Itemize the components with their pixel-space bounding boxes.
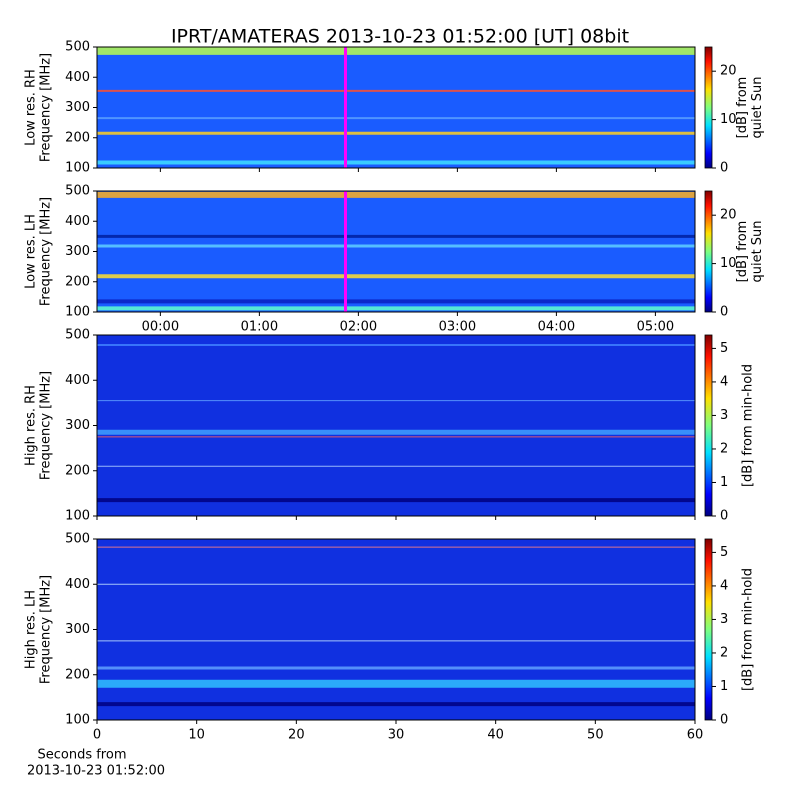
y-tick-label: 400: [65, 214, 90, 229]
colorbar-tick-label: 2: [720, 441, 728, 456]
x-tick-label: 00:00: [142, 320, 179, 335]
y-axis-label: Low res. LH: [24, 214, 39, 289]
colorbar-tick-label: 2: [720, 645, 728, 660]
colorbar-tick-label: 1: [720, 475, 728, 490]
y-tick-label: 300: [65, 622, 90, 637]
y-tick-label: 300: [65, 244, 90, 259]
colorbar: [704, 334, 713, 517]
y-tick-label: 200: [65, 274, 90, 289]
x-tick-label: 01:00: [241, 320, 278, 335]
colorbar-tick-label: 5: [720, 545, 728, 560]
y-tick-label: 100: [65, 305, 90, 320]
colorbar-label: [dB] from: [735, 221, 750, 283]
colorbar: [704, 190, 713, 313]
colorbar-label: [dB] from min-hold: [741, 568, 756, 691]
y-axis-label: Frequency [MHz]: [39, 575, 54, 684]
x-tick-label: 40: [487, 728, 504, 743]
colorbar-label: quiet Sun: [750, 76, 765, 138]
colorbar-tick-label: 4: [720, 578, 728, 593]
y-tick-label: 400: [65, 70, 90, 85]
x-tick-label: 04:00: [538, 320, 575, 335]
colorbar-tick-label: 0: [720, 713, 728, 728]
heatmap-background: [97, 539, 695, 720]
y-axis-label: Frequency [MHz]: [39, 53, 54, 162]
heatmap-background: [97, 191, 695, 312]
y-tick-label: 100: [65, 161, 90, 176]
heatmap-background: [97, 335, 695, 516]
colorbar-tick-label: 20: [720, 64, 737, 79]
x-tick-label: 02:00: [340, 320, 377, 335]
y-tick-label: 200: [65, 130, 90, 145]
colorbar-tick-label: 4: [720, 374, 728, 389]
x-axis-label: 2013-10-23 01:52:00: [27, 764, 165, 779]
colorbar-tick-label: 10: [720, 256, 737, 271]
colorbar-tick-label: 1: [720, 679, 728, 694]
colorbar-tick-label: 0: [720, 161, 728, 176]
x-tick-label: 20: [288, 728, 305, 743]
colorbar-tick-label: 10: [720, 112, 737, 127]
colorbar-tick-label: 3: [720, 408, 728, 423]
x-tick-label: 30: [388, 728, 405, 743]
y-tick-label: 300: [65, 418, 90, 433]
x-tick-label: 50: [587, 728, 604, 743]
x-axis-label: Seconds from: [37, 748, 126, 763]
x-tick-label: 03:00: [439, 320, 476, 335]
colorbar: [704, 538, 713, 721]
y-axis-label: High res. LH: [24, 590, 39, 669]
colorbar-label: [dB] from min-hold: [741, 364, 756, 487]
x-tick-label: 0: [93, 728, 101, 743]
colorbar-tick-label: 0: [720, 509, 728, 524]
colorbar-tick-label: 3: [720, 612, 728, 627]
y-tick-label: 400: [65, 373, 90, 388]
y-tick-label: 200: [65, 463, 90, 478]
y-tick-label: 400: [65, 577, 90, 592]
y-tick-label: 500: [65, 40, 90, 55]
chart-title: IPRT/AMATERAS 2013-10-23 01:52:00 [UT] 0…: [171, 26, 629, 48]
x-tick-label: 10: [188, 728, 205, 743]
colorbar-tick-label: 5: [720, 341, 728, 356]
y-tick-label: 100: [65, 713, 90, 728]
y-tick-label: 200: [65, 667, 90, 682]
colorbar-label: quiet Sun: [750, 220, 765, 282]
heatmap-background: [97, 47, 695, 168]
x-tick-label: 60: [687, 728, 704, 743]
y-axis-label: Frequency [MHz]: [39, 197, 54, 306]
y-axis-label: High res. RH: [24, 385, 39, 466]
colorbar-tick-label: 0: [720, 305, 728, 320]
y-tick-label: 500: [65, 184, 90, 199]
x-tick-label: 05:00: [637, 320, 674, 335]
y-tick-label: 100: [65, 509, 90, 524]
y-tick-label: 500: [65, 532, 90, 547]
y-axis-label: Low res. RH: [24, 69, 39, 146]
y-tick-label: 500: [65, 328, 90, 343]
colorbar: [704, 46, 713, 169]
y-tick-label: 300: [65, 100, 90, 115]
y-axis-label: Frequency [MHz]: [39, 371, 54, 480]
colorbar-tick-label: 20: [720, 208, 737, 223]
colorbar-label: [dB] from: [735, 77, 750, 139]
